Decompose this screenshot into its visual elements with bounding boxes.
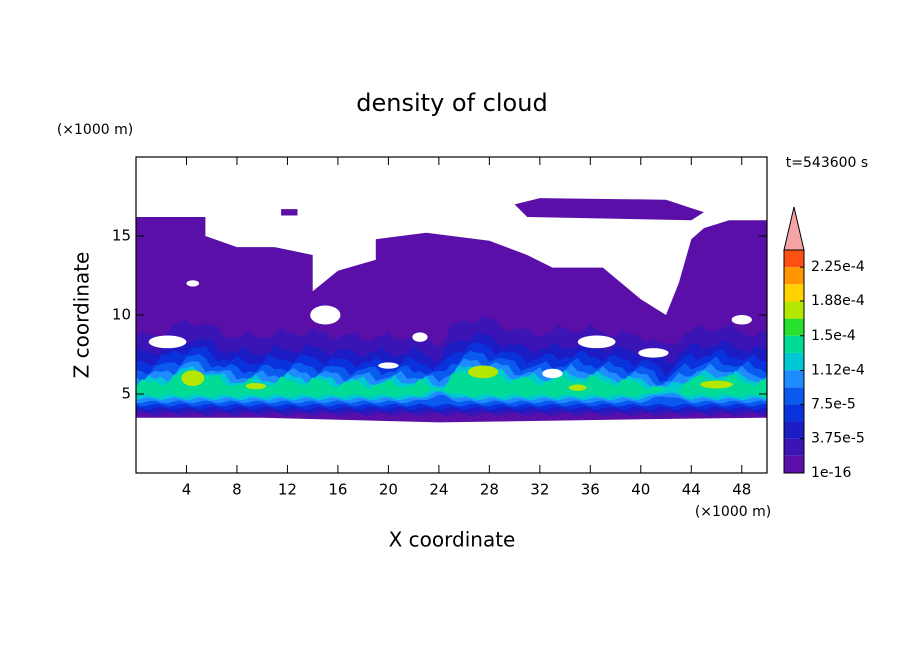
y-axis-label: Z coordinate [70,252,94,379]
colorbar-tick-label: 1e-16 [811,465,851,481]
x-tick-label: 24 [429,481,448,499]
gap [638,348,669,358]
gap [378,362,399,369]
colorbar-band [784,404,804,422]
x-tick-label: 48 [732,481,751,499]
colorbar-band [784,318,804,336]
colorbar-band [784,387,804,405]
gap [148,335,187,349]
x-tick-label: 40 [631,481,650,499]
overlay: 4 8 12 16 20 24 28 32 36 40 44 48510151e-163.75e-57… [112,156,865,499]
contour-region [181,370,205,387]
colorbar-tick-label: 3.75e-5 [811,431,865,447]
y-tick-label: 5 [121,385,131,403]
x-tick-label: 20 [379,481,398,499]
gap [731,315,752,325]
contour-region [700,380,733,389]
colorbar-band [784,455,804,473]
colorbar-band [784,267,804,285]
x-tick-label: 28 [480,481,499,499]
colorbar-band [784,250,804,268]
gap [542,368,563,379]
colorbar-tick-label: 1.12e-4 [811,363,865,379]
x-tick-label: 4 [182,481,192,499]
colorbar-tick-label: 1.5e-4 [811,328,856,344]
x-tick-label: 44 [682,481,701,499]
chart-title: density of cloud [356,89,547,117]
contour-region [568,384,587,391]
y-tick-label: 10 [112,306,131,324]
colorbar-band [784,421,804,439]
colorbar-band [784,438,804,456]
y-unit: (×1000 m) [57,122,133,138]
colorbar-band [784,284,804,302]
colorbar-tick-label: 7.5e-5 [811,396,856,412]
colorbar-frame [783,249,805,474]
colorbar-band [784,352,804,371]
contour-region [136,368,767,398]
gap [412,332,428,342]
contour-region [281,209,298,216]
contour-region [245,382,266,390]
x-tick-label: 32 [530,481,549,499]
y-tick-label: 15 [112,227,131,245]
colorbar-band [784,370,804,388]
contour-region [514,198,704,221]
contour-region [467,365,499,379]
colorbar-tick-label: 1.88e-4 [811,293,865,309]
gap [577,335,616,349]
colorbar-band [784,301,804,319]
colorbar-band [784,335,804,353]
x-axis-label: X coordinate [389,528,516,552]
gap [310,305,341,325]
annotation: t=543600 s [786,155,868,171]
x-tick-label: 16 [328,481,347,499]
gap [186,280,200,287]
contour-field [136,198,767,423]
colorbar-tick-label: 2.25e-4 [811,259,865,275]
x-unit: (×1000 m) [695,504,771,520]
x-tick-label: 36 [581,481,600,499]
x-tick-label: 8 [232,481,242,499]
x-tick-label: 12 [278,481,297,499]
